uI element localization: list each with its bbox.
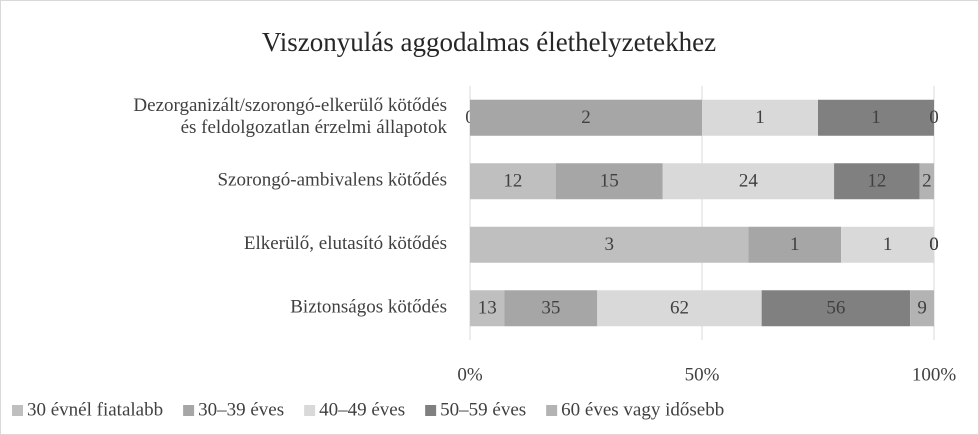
data-label: 1 [871,107,881,128]
data-label: 56 [826,298,845,319]
bar-segment [702,99,818,136]
legend-label: 40–49 éves [319,399,405,420]
y-tick-label: Elkerülő, elutasító kötődés [244,233,447,254]
legend-swatch [546,405,558,416]
legend-swatch [304,405,316,416]
bar-segment [841,226,934,263]
y-tick-label: Dezorganizált/szorongó-elkerülő kötődés é… [133,95,447,138]
data-label: 35 [541,298,560,319]
bar-segment [555,163,663,200]
data-label: 1 [883,234,893,255]
data-label: 1 [755,107,765,128]
x-tick-label: 0% [457,364,483,385]
bar-segment [504,290,598,327]
bar-segment [834,163,920,200]
data-label: 1 [790,234,800,255]
legend-swatch [425,405,437,416]
chart-title: Viszonyulás aggodalmas élethelyzetekhez [262,27,716,57]
data-label: 13 [478,298,497,319]
x-tick-label: 100% [912,364,957,385]
data-label: 15 [600,171,619,192]
data-label: 24 [739,171,759,192]
bar-segment [919,163,934,200]
bar-segment [910,290,934,327]
bar-segment [662,163,835,200]
bar-segment [470,163,556,200]
bar-segment [761,290,911,327]
data-label: 0 [929,107,939,128]
data-label: 2 [581,107,591,128]
bar-segment [470,290,505,327]
data-label: 0 [929,234,939,255]
legend-label: 30–39 éves [198,399,284,420]
y-tick-label: Szorongó-ambivalens kötődés [217,170,447,191]
y-tick-label: Biztonságos kötődés [290,297,447,318]
data-label: 62 [670,298,689,319]
bar-segment [597,290,762,327]
data-label: 12 [503,171,522,192]
x-tick-label: 50% [685,364,720,385]
data-label: 3 [604,234,614,255]
bar-segment [470,99,702,136]
data-label: 0 [929,234,939,255]
legend-label: 50–59 éves [440,399,526,420]
bar-segment [470,226,749,263]
legend-label: 60 éves vagy idősebb [561,399,724,420]
legend-label: 30 évnél fiatalabb [27,399,163,420]
data-label: 9 [917,298,927,319]
data-label: 12 [867,171,886,192]
bar-segment [818,99,934,136]
legend-swatch [183,405,195,416]
bar-segment [748,226,842,263]
data-label: 2 [922,171,932,192]
legend-swatch [12,405,23,416]
